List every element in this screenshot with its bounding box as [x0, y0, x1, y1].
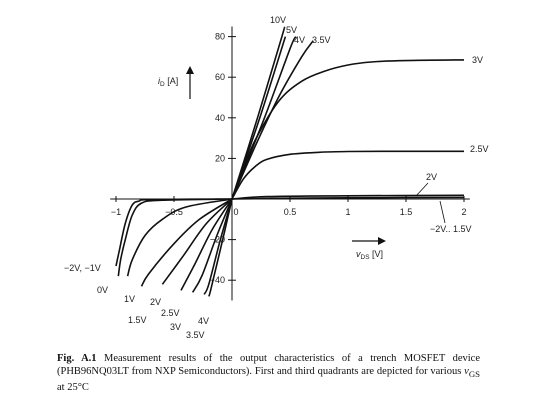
caption-text: Measurement results of the output charac…: [57, 353, 480, 377]
x-tick-label: −1: [111, 207, 121, 217]
q3-curve: [203, 198, 233, 295]
y-tick-label: −20: [210, 235, 225, 245]
y-tick-label: −40: [210, 275, 225, 285]
y-axis-arrowhead: [186, 66, 194, 74]
x-tick-label: 1.5: [400, 207, 413, 217]
q1-curve: [231, 26, 286, 200]
q3-curve-label: 2.5V: [161, 308, 180, 318]
q3-curve: [180, 198, 233, 291]
q1-curve: [231, 36, 287, 200]
q3-curve-label: 3V: [170, 322, 181, 332]
q3-curve: [126, 198, 233, 277]
q1-curve-label: 10V: [270, 15, 286, 25]
x-tick-label: 1: [345, 207, 350, 217]
y-tick-label: 60: [215, 72, 225, 82]
q3-curve-label: 2V: [150, 297, 161, 307]
q1-curve: [231, 40, 314, 200]
x-tick-label: 0: [233, 207, 238, 217]
label-leader: [439, 200, 446, 224]
q1-curve-label: 4V: [294, 35, 305, 45]
q1-curve: [231, 196, 465, 200]
q3-curve-label: −2V, −1V: [64, 263, 101, 273]
curves: [115, 26, 465, 297]
q1-curve: [231, 59, 465, 200]
q3-curve-label: 0V: [97, 285, 108, 295]
x-tick-label: 2: [461, 207, 466, 217]
figure-caption: Fig. A.1 Measurement results of the outp…: [57, 352, 480, 394]
q1-curve: [231, 194, 465, 200]
y-tick-label: 20: [215, 153, 225, 163]
x-axis-arrowhead: [378, 237, 386, 245]
caption-vgs-sub: GS: [468, 369, 480, 380]
q3-curve-label: 1V: [124, 294, 135, 304]
caption-vgs-v: v: [464, 366, 469, 377]
q1-curve-label: −2V.. 1.5V: [430, 224, 471, 234]
q3-curve: [140, 198, 233, 287]
y-tick-label: 80: [215, 32, 225, 42]
q3-curve-label: 1.5V: [128, 315, 147, 325]
x-axis-label: vDS [V]: [356, 249, 383, 261]
caption-text-end: at 25°C: [57, 382, 89, 394]
y-tick-label: 40: [215, 113, 225, 123]
q1-curve-label: 2V: [426, 172, 437, 182]
caption-label: Fig. A.1: [57, 353, 97, 364]
q1-curve-label: 2.5V: [470, 144, 489, 154]
q3-curve: [115, 198, 233, 267]
q3-curve: [208, 198, 233, 297]
y-axis-label: iD [A]: [158, 76, 178, 88]
q1-curve: [231, 150, 464, 200]
q3-curve: [161, 198, 233, 285]
label-leader: [415, 182, 429, 197]
q3-curve-label: 4V: [198, 316, 209, 326]
q1-curve-label: 5V: [286, 25, 297, 35]
q3-curve: [191, 198, 233, 293]
q1-curve-label: 3V: [472, 55, 483, 65]
x-tick-label: 0.5: [284, 207, 297, 217]
q3-curve-label: 3.5V: [186, 330, 205, 340]
q1-curve-label: 3.5V: [312, 35, 331, 45]
